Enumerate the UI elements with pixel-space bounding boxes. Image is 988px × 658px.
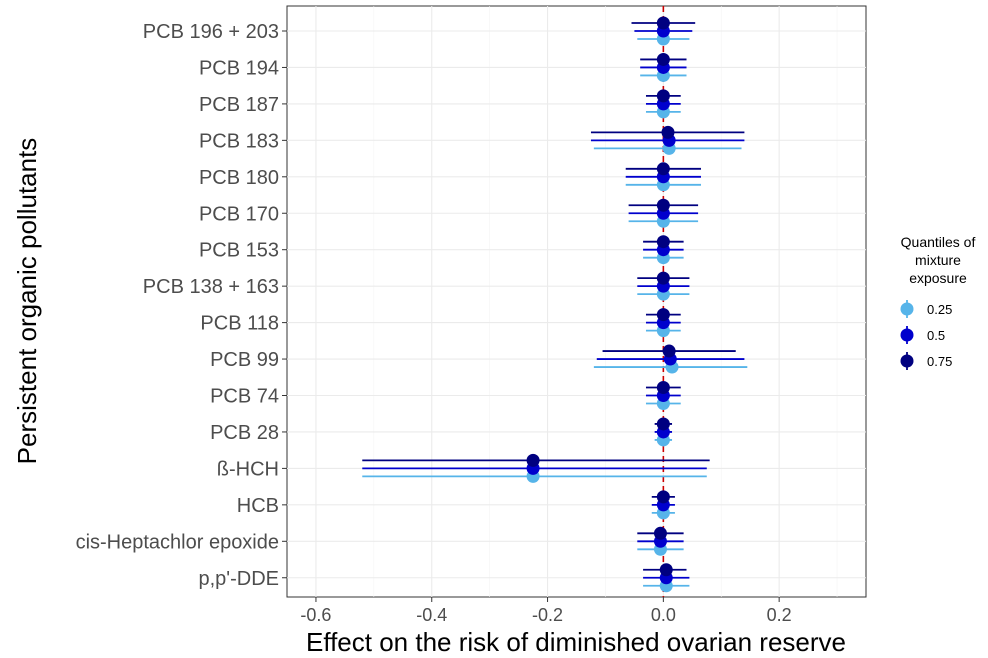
- data-point: [661, 125, 675, 139]
- legend-items: 0.25 0.5 0.75: [900, 300, 952, 370]
- y-tick-label: PCB 187: [199, 94, 279, 116]
- y-tick-label: PCB 183: [199, 130, 279, 152]
- data-point: [662, 344, 676, 358]
- series-layer: [362, 16, 748, 593]
- y-tick-label: PCB 118: [200, 313, 279, 335]
- y-axis-label: Persistent organic pollutants: [12, 138, 42, 465]
- legend-item-0.75: 0.75: [900, 352, 952, 370]
- points-0.75: [526, 16, 676, 577]
- x-tick-label: -0.6: [300, 605, 331, 625]
- legend-title-line-2: mixture: [915, 252, 961, 268]
- legend-title-line-3: exposure: [909, 270, 967, 286]
- x-tick-label: -0.4: [416, 605, 447, 625]
- x-tick-labels: -0.6 -0.4 -0.2 0.0 0.2: [300, 597, 792, 625]
- data-point: [656, 162, 670, 176]
- legend-label: 0.75: [927, 354, 952, 369]
- data-point: [526, 453, 540, 467]
- legend-key-point: [900, 354, 914, 368]
- x-tick-label: 0.2: [767, 605, 792, 625]
- data-point: [656, 381, 670, 394]
- y-tick-label: PCB 28: [210, 422, 279, 444]
- x-tick-label: -0.2: [532, 605, 563, 625]
- y-tick-label: PCB 99: [210, 349, 279, 371]
- data-point: [656, 89, 670, 103]
- data-point: [656, 16, 670, 30]
- y-tick-label: PCB 153: [199, 240, 279, 262]
- data-point: [656, 235, 670, 249]
- y-tick-label: PCB 138 + 163: [143, 276, 279, 298]
- y-tick-label: HCB: [237, 495, 279, 517]
- y-tick-label: ß-HCH: [217, 458, 279, 480]
- y-tick-label: PCB 74: [210, 386, 279, 408]
- x-axis-label: Effect on the risk of diminished ovarian…: [306, 627, 846, 657]
- legend-title-line-1: Quantiles of: [901, 234, 976, 250]
- data-point: [653, 526, 667, 540]
- plot-panel: [286, 5, 867, 598]
- y-tick-label: PCB 196 + 203: [143, 21, 279, 43]
- y-tick-label: PCB 194: [199, 57, 279, 79]
- data-point: [656, 308, 670, 322]
- data-point: [656, 271, 670, 285]
- legend: Quantiles of mixture exposure 0.25 0.5 0.7…: [900, 234, 976, 370]
- legend-label: 0.25: [927, 302, 952, 317]
- y-tick-label: PCB 180: [199, 167, 279, 189]
- data-point: [656, 417, 670, 431]
- x-tick-label: 0.0: [651, 605, 676, 625]
- data-point: [656, 52, 670, 66]
- data-point: [659, 563, 673, 577]
- y-tick-label: PCB 170: [199, 203, 279, 225]
- legend-key-point: [900, 328, 914, 342]
- y-tick-labels: PCB 196 + 203 PCB 194 PCB 187 PCB 183 PCB 18…: [76, 21, 287, 590]
- legend-key-point: [900, 302, 914, 316]
- y-tick-label: cis-Heptachlor epoxide: [76, 531, 279, 553]
- data-point: [656, 490, 670, 504]
- legend-item-0.25: 0.25: [900, 300, 952, 318]
- y-tick-label: p,p'-DDE: [198, 568, 279, 590]
- data-point: [656, 198, 670, 212]
- legend-item-0.5: 0.5: [900, 326, 945, 344]
- legend-label: 0.5: [927, 328, 945, 343]
